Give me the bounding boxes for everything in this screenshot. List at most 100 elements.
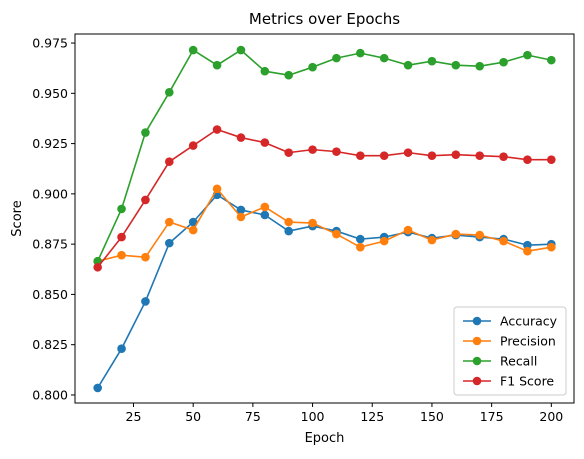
- data-point-recall: [523, 50, 532, 60]
- series-precision: [93, 184, 556, 266]
- data-point-recall: [188, 45, 198, 55]
- data-point-f1-score: [547, 155, 556, 164]
- legend-marker: [472, 316, 482, 326]
- data-point-f1-score: [451, 150, 461, 159]
- data-point-accuracy: [188, 217, 198, 227]
- y-tick-label: 0.975: [32, 36, 68, 51]
- data-point-precision: [212, 184, 222, 194]
- data-point-recall: [117, 204, 126, 214]
- data-point-precision: [475, 230, 484, 240]
- data-point-precision: [165, 217, 174, 227]
- data-point-recall: [547, 55, 556, 65]
- legend-item-precision: Precision: [463, 334, 556, 349]
- data-point-recall: [332, 53, 341, 63]
- data-point-accuracy: [165, 238, 174, 248]
- legend-label: Accuracy: [500, 314, 558, 329]
- data-point-precision: [499, 236, 508, 246]
- data-point-f1-score: [212, 125, 222, 134]
- legend-box: [453, 306, 567, 396]
- legend-item-f1-score: F1 Score: [463, 374, 554, 389]
- data-point-accuracy: [141, 297, 150, 306]
- data-point-accuracy: [117, 344, 126, 354]
- data-point-f1-score: [93, 262, 102, 272]
- y-tick-label: 0.950: [32, 86, 68, 101]
- y-tick-label: 0.825: [32, 337, 68, 352]
- x-tick-label: 100: [301, 409, 325, 424]
- legend-item-accuracy: Accuracy: [463, 314, 558, 329]
- x-tick-label: 75: [245, 409, 261, 424]
- legend-item-recall: Recall: [463, 354, 537, 369]
- legend-label: Precision: [500, 334, 556, 349]
- data-point-recall: [260, 66, 270, 76]
- data-point-precision: [379, 236, 389, 246]
- data-point-recall: [451, 60, 461, 70]
- data-point-recall: [427, 56, 437, 66]
- data-point-recall: [403, 60, 413, 70]
- data-point-f1-score: [308, 145, 317, 154]
- data-point-recall: [212, 60, 222, 70]
- data-point-recall: [165, 88, 174, 97]
- x-tick-label: 125: [360, 409, 384, 424]
- data-point-precision: [284, 217, 293, 227]
- legend-marker: [472, 336, 482, 346]
- series-line-f1-score: [97, 128, 552, 268]
- data-point-accuracy: [260, 210, 270, 220]
- data-point-f1-score: [284, 148, 293, 157]
- data-point-precision: [356, 242, 365, 252]
- legend-marker: [472, 356, 482, 366]
- y-tick-label: 0.875: [32, 237, 68, 252]
- y-axis-label: Score: [10, 200, 25, 236]
- data-point-f1-score: [379, 151, 389, 160]
- data-point-recall: [475, 61, 484, 71]
- data-point-recall: [379, 53, 389, 63]
- legend: Accuracy Precision Recall F1 Score: [453, 306, 567, 396]
- data-point-precision: [260, 202, 270, 212]
- data-point-f1-score: [427, 151, 437, 160]
- legend-label: Recall: [500, 354, 537, 369]
- data-point-f1-score: [356, 151, 365, 160]
- data-point-f1-score: [523, 155, 532, 164]
- data-point-f1-score: [403, 148, 413, 157]
- data-point-recall: [499, 57, 508, 67]
- data-point-precision: [523, 246, 532, 256]
- x-tick-label: 150: [420, 409, 444, 424]
- y-tick-label: 0.800: [32, 387, 68, 402]
- data-point-accuracy: [284, 226, 293, 236]
- data-point-f1-score: [499, 152, 508, 161]
- data-point-precision: [547, 242, 556, 252]
- data-point-recall: [356, 48, 365, 58]
- x-tick-label: 50: [185, 409, 201, 424]
- data-point-f1-score: [260, 138, 270, 147]
- data-point-accuracy: [236, 205, 246, 215]
- data-point-accuracy: [356, 234, 365, 244]
- data-point-f1-score: [332, 147, 341, 156]
- data-point-f1-score: [141, 195, 150, 205]
- data-point-accuracy: [523, 240, 532, 250]
- data-point-f1-score: [117, 232, 126, 242]
- data-point-precision: [308, 218, 317, 228]
- data-point-f1-score: [165, 157, 174, 166]
- data-point-precision: [141, 252, 150, 262]
- legend-label: F1 Score: [500, 374, 554, 389]
- data-point-recall: [308, 62, 317, 72]
- series-recall: [93, 45, 556, 266]
- x-axis-label: Epoch: [305, 431, 345, 446]
- data-point-f1-score: [236, 133, 246, 142]
- ticks-layer: 25 50 75 100 125 150 175 200 0.800 0.825 0.850 0.87…: [32, 36, 563, 424]
- data-point-recall: [236, 45, 246, 55]
- data-point-precision: [427, 235, 437, 245]
- data-point-precision: [451, 229, 461, 239]
- data-point-precision: [332, 229, 341, 239]
- x-tick-label: 200: [539, 409, 563, 424]
- legend-marker: [472, 376, 482, 386]
- y-tick-label: 0.925: [32, 136, 68, 151]
- x-tick-label: 175: [480, 409, 504, 424]
- data-point-precision: [403, 225, 413, 235]
- data-point-precision: [188, 225, 198, 235]
- data-point-recall: [141, 128, 150, 137]
- data-point-accuracy: [93, 383, 102, 393]
- x-tick-label: 25: [126, 409, 142, 424]
- y-tick-label: 0.850: [32, 287, 68, 302]
